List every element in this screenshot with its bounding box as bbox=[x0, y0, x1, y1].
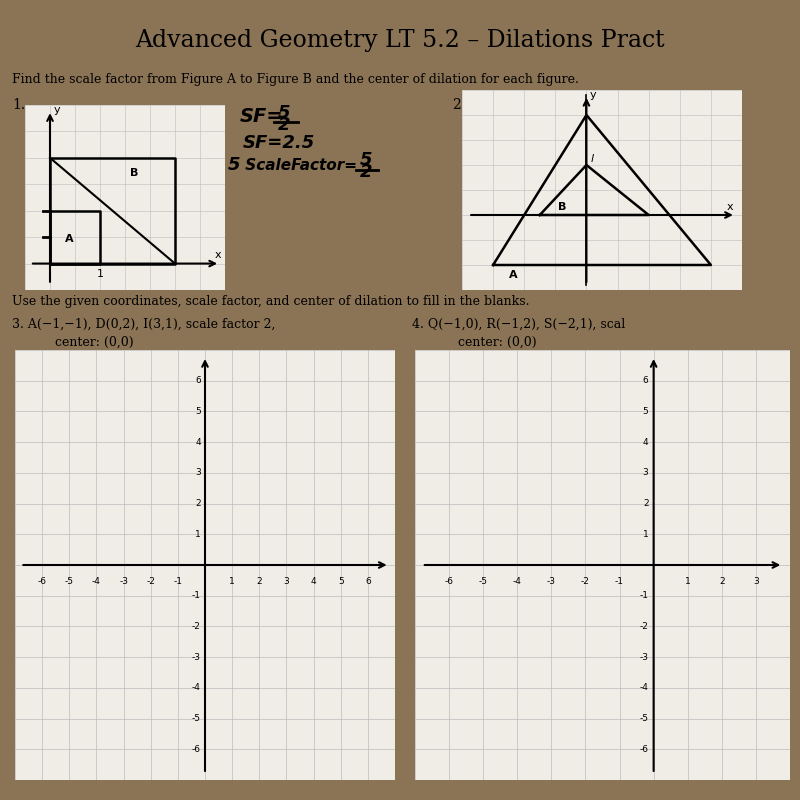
Text: 5: 5 bbox=[228, 156, 241, 174]
Text: 3: 3 bbox=[283, 578, 290, 586]
Text: 5: 5 bbox=[642, 407, 649, 416]
Text: SF=2.5: SF=2.5 bbox=[243, 134, 315, 152]
Text: 2: 2 bbox=[195, 499, 201, 508]
Text: -1: -1 bbox=[639, 591, 649, 600]
Text: l: l bbox=[590, 154, 594, 165]
Text: -2: -2 bbox=[146, 578, 155, 586]
Text: 4. Q(−1,0), R(−1,2), S(−2,1), scal: 4. Q(−1,0), R(−1,2), S(−2,1), scal bbox=[412, 318, 626, 330]
Text: 3. A(−1,−1), D(0,2), I(3,1), scale factor 2,: 3. A(−1,−1), D(0,2), I(3,1), scale facto… bbox=[12, 318, 275, 330]
Text: -2: -2 bbox=[192, 622, 201, 631]
Text: -2: -2 bbox=[581, 578, 590, 586]
Text: -4: -4 bbox=[640, 683, 649, 692]
Text: -5: -5 bbox=[478, 578, 488, 586]
Text: 3: 3 bbox=[753, 578, 758, 586]
Text: center: (0,0): center: (0,0) bbox=[55, 335, 134, 349]
Text: 6: 6 bbox=[195, 376, 201, 386]
Text: y: y bbox=[54, 105, 60, 115]
Text: Use the given coordinates, scale factor, and center of dilation to fill in the b: Use the given coordinates, scale factor,… bbox=[12, 295, 530, 309]
Text: -6: -6 bbox=[445, 578, 454, 586]
Text: 2: 2 bbox=[643, 499, 649, 508]
Text: 1: 1 bbox=[642, 530, 649, 538]
Text: 1.: 1. bbox=[12, 98, 25, 112]
Text: -5: -5 bbox=[639, 714, 649, 723]
Text: -6: -6 bbox=[38, 578, 46, 586]
Text: 3: 3 bbox=[642, 468, 649, 478]
Text: -4: -4 bbox=[92, 578, 101, 586]
Text: Find the scale factor from Figure A to Figure B and the center of dilation for e: Find the scale factor from Figure A to F… bbox=[12, 74, 579, 86]
Text: 4: 4 bbox=[310, 578, 316, 586]
Text: y: y bbox=[590, 90, 596, 99]
Text: 1: 1 bbox=[685, 578, 690, 586]
Text: 6: 6 bbox=[642, 376, 649, 386]
Text: x: x bbox=[726, 202, 733, 212]
Text: 5: 5 bbox=[338, 578, 343, 586]
Text: 1: 1 bbox=[97, 269, 103, 278]
Text: 2: 2 bbox=[360, 163, 373, 181]
Text: 2: 2 bbox=[719, 578, 725, 586]
Text: -5: -5 bbox=[65, 578, 74, 586]
Text: -1: -1 bbox=[615, 578, 624, 586]
Text: 2: 2 bbox=[257, 578, 262, 586]
Text: -2: -2 bbox=[640, 622, 649, 631]
Text: x: x bbox=[215, 250, 222, 260]
Text: 5: 5 bbox=[360, 151, 373, 169]
Text: Advanced Geometry LT 5.2 – Dilations Pract: Advanced Geometry LT 5.2 – Dilations Pra… bbox=[135, 29, 665, 51]
Text: B: B bbox=[558, 202, 567, 212]
Text: -5: -5 bbox=[192, 714, 201, 723]
Text: 2: 2 bbox=[278, 116, 290, 134]
Text: center: (0,0): center: (0,0) bbox=[458, 335, 537, 349]
Text: 5: 5 bbox=[195, 407, 201, 416]
Text: 1: 1 bbox=[230, 578, 235, 586]
Text: -6: -6 bbox=[192, 745, 201, 754]
Text: 4: 4 bbox=[643, 438, 649, 446]
Text: 1: 1 bbox=[195, 530, 201, 538]
Text: -4: -4 bbox=[513, 578, 522, 586]
Text: 6: 6 bbox=[365, 578, 370, 586]
Text: SF=: SF= bbox=[240, 107, 284, 126]
Text: 2.: 2. bbox=[452, 98, 465, 112]
Text: B: B bbox=[130, 168, 138, 178]
Text: 3: 3 bbox=[195, 468, 201, 478]
Text: 5: 5 bbox=[278, 104, 290, 122]
Text: -3: -3 bbox=[639, 653, 649, 662]
Text: A: A bbox=[65, 234, 74, 245]
Bar bbox=[0, 0, 800, 70]
Text: -4: -4 bbox=[192, 683, 201, 692]
Text: -6: -6 bbox=[639, 745, 649, 754]
Text: -3: -3 bbox=[192, 653, 201, 662]
Text: -1: -1 bbox=[174, 578, 182, 586]
Text: ScaleFactor=: ScaleFactor= bbox=[240, 158, 357, 173]
Text: -1: -1 bbox=[192, 591, 201, 600]
Text: A: A bbox=[509, 270, 518, 279]
Text: -3: -3 bbox=[119, 578, 128, 586]
Text: -3: -3 bbox=[547, 578, 556, 586]
Text: 4: 4 bbox=[195, 438, 201, 446]
